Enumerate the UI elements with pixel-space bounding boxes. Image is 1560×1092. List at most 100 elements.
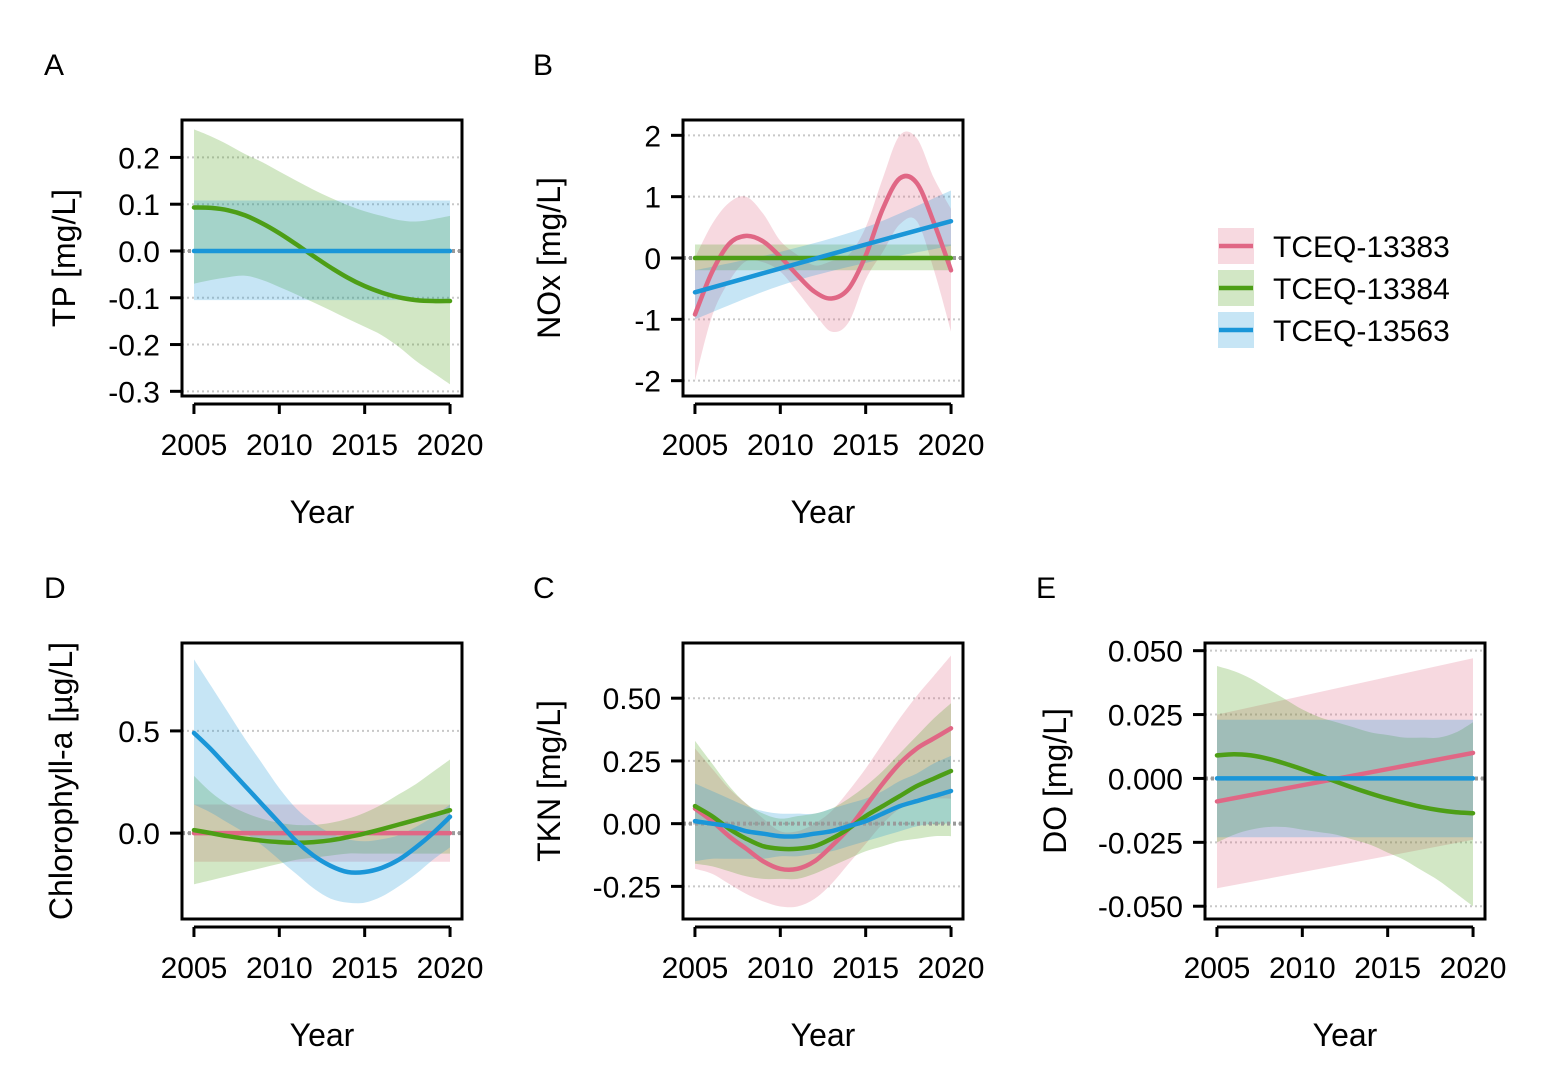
legend: TCEQ-13383 TCEQ-13384 TCEQ-13563 [1218, 228, 1450, 348]
panel-b: B -2 -1 0 1 2 2005 2010 2015 2020 Year NOx [mg/L] [531, 49, 984, 530]
plot-frame-d [180, 641, 464, 921]
line-d-tceq-13384 [191, 807, 453, 845]
y-tick-label-b-1: -1 [634, 304, 661, 337]
x-axis-title-b: Year [791, 494, 856, 530]
x-tick-label-b-0: 2005 [662, 429, 729, 462]
y-tick-label-b-0: -2 [634, 366, 661, 399]
y-tick-label-d-0: 0.0 [118, 818, 160, 851]
x-tick-label-b-3: 2020 [918, 429, 985, 462]
x-tick-label-d-1: 2010 [246, 952, 313, 985]
line-c-tceq-13563 [692, 788, 954, 839]
y-tick-label-e-3: 0.025 [1108, 700, 1183, 733]
y-axis-title-e: DO [mg/L] [1037, 708, 1073, 854]
x-tick-label-e-3: 2020 [1440, 952, 1507, 985]
x-tick-label-e-2: 2015 [1354, 952, 1421, 985]
y-axis-d: 0.0 0.5 [118, 716, 182, 851]
x-tick-label-d-2: 2015 [331, 952, 398, 985]
x-tick-label-c-3: 2020 [918, 952, 985, 985]
plot-frame-a [180, 118, 464, 398]
line-d-tceq-13563 [191, 730, 453, 875]
panel-a: A -0.3 -0.2 -0.1 0.0 0.1 0.2 2005 2010 2015 2020 Ye… [44, 49, 483, 530]
x-tick-label-a-1: 2010 [246, 429, 313, 462]
y-axis-title-a: TP [mg/L] [46, 189, 82, 327]
x-tick-label-a-3: 2020 [417, 429, 484, 462]
y-axis-b: -2 -1 0 1 2 [634, 120, 683, 399]
line-c-tceq-13384 [692, 768, 954, 852]
line-b-tceq-13563 [692, 218, 954, 295]
y-tick-label-a-5: 0.2 [118, 142, 160, 175]
y-tick-label-e-4: 0.050 [1108, 636, 1183, 669]
x-tick-label-a-2: 2015 [331, 429, 398, 462]
x-tick-label-c-0: 2005 [662, 952, 729, 985]
y-tick-label-a-2: -0.1 [108, 283, 160, 316]
y-tick-label-e-1: -0.025 [1098, 827, 1183, 860]
legend-label-tceq-13384: TCEQ-13384 [1273, 273, 1450, 306]
plot-area-c [683, 655, 963, 908]
line-b-tceq-13383 [692, 173, 954, 317]
panel-c: C -0.25 0.00 0.25 0.50 2005 2010 2015 2020 Year TK… [531, 572, 984, 1053]
y-tick-label-b-3: 1 [644, 182, 661, 215]
band-e-tceq-13383 [1217, 658, 1473, 889]
x-tick-label-d-0: 2005 [161, 952, 228, 985]
y-tick-label-b-4: 2 [644, 120, 661, 153]
y-tick-label-e-0: -0.050 [1098, 891, 1183, 924]
panel-tag-b: B [533, 49, 553, 82]
line-c-tceq-13383 [692, 726, 954, 873]
band-b-tceq-13383 [695, 131, 951, 381]
y-tick-label-c-2: 0.25 [603, 746, 661, 779]
plot-frame-c [681, 641, 965, 921]
x-tick-label-b-1: 2010 [747, 429, 814, 462]
line-a-tceq-13384 [191, 205, 453, 304]
legend-item-tceq-13384: TCEQ-13384 [1218, 270, 1450, 306]
x-tick-label-b-2: 2015 [832, 429, 899, 462]
y-tick-label-e-2: 0.000 [1108, 763, 1183, 796]
legend-item-tceq-13383: TCEQ-13383 [1218, 228, 1450, 264]
y-tick-label-c-1: 0.00 [603, 809, 661, 842]
panels: A -0.3 -0.2 -0.1 0.0 0.1 0.2 2005 2010 2015 2020 Ye… [43, 49, 1506, 1053]
plot-area-d [182, 659, 462, 904]
panel-tag-c: C [533, 572, 555, 605]
band-a-tceq-13384 [194, 129, 450, 385]
x-axis-c: 2005 2010 2015 2020 [662, 925, 985, 985]
x-axis-e: 2005 2010 2015 2020 [1184, 925, 1507, 985]
y-tick-label-b-2: 0 [644, 243, 661, 276]
y-tick-label-c-0: -0.25 [593, 871, 661, 904]
band-d-tceq-13384 [194, 759, 450, 885]
legend-item-tceq-13563: TCEQ-13563 [1218, 312, 1450, 348]
y-axis-title-d: Chlorophyll-a [µg/L] [43, 642, 79, 920]
band-d-tceq-13563 [194, 659, 450, 904]
panel-tag-e: E [1036, 572, 1056, 605]
y-axis-c: -0.25 0.00 0.25 0.50 [593, 683, 683, 904]
plot-area-a [182, 129, 462, 385]
panel-d: D 0.0 0.5 2005 2010 2015 2020 Year Chlorophyll-a… [43, 572, 483, 1053]
plot-area-b [683, 131, 963, 381]
x-axis-title-a: Year [290, 494, 355, 530]
legend-label-tceq-13383: TCEQ-13383 [1273, 231, 1450, 264]
x-tick-label-e-0: 2005 [1184, 952, 1251, 985]
x-tick-label-a-0: 2005 [161, 429, 228, 462]
y-tick-label-a-0: -0.3 [108, 376, 160, 409]
x-axis-title-d: Year [290, 1017, 355, 1053]
y-axis-e: -0.050 -0.025 0.000 0.025 0.050 [1098, 636, 1205, 924]
x-axis-a: 2005 2010 2015 2020 [161, 402, 484, 462]
x-axis-title-e: Year [1313, 1017, 1378, 1053]
plot-frame-e [1203, 641, 1487, 921]
y-tick-label-a-4: 0.1 [118, 189, 160, 222]
panel-tag-d: D [44, 572, 66, 605]
y-tick-label-a-3: 0.0 [118, 236, 160, 269]
panel-e: E -0.050 -0.025 0.000 0.025 0.050 2005 2010 2015… [1036, 572, 1506, 1053]
x-tick-label-d-3: 2020 [417, 952, 484, 985]
y-axis-title-b: NOx [mg/L] [531, 177, 567, 339]
y-tick-label-d-1: 0.5 [118, 716, 160, 749]
x-axis-b: 2005 2010 2015 2020 [662, 402, 985, 462]
legend-label-tceq-13563: TCEQ-13563 [1273, 315, 1450, 348]
y-axis-a: -0.3 -0.2 -0.1 0.0 0.1 0.2 [108, 142, 182, 409]
y-tick-label-a-1: -0.2 [108, 330, 160, 363]
x-tick-label-e-1: 2010 [1269, 952, 1336, 985]
x-tick-label-c-1: 2010 [747, 952, 814, 985]
x-axis-d: 2005 2010 2015 2020 [161, 925, 484, 985]
panel-tag-a: A [44, 49, 64, 82]
y-axis-title-c: TKN [mg/L] [531, 700, 567, 862]
y-tick-label-c-3: 0.50 [603, 683, 661, 716]
